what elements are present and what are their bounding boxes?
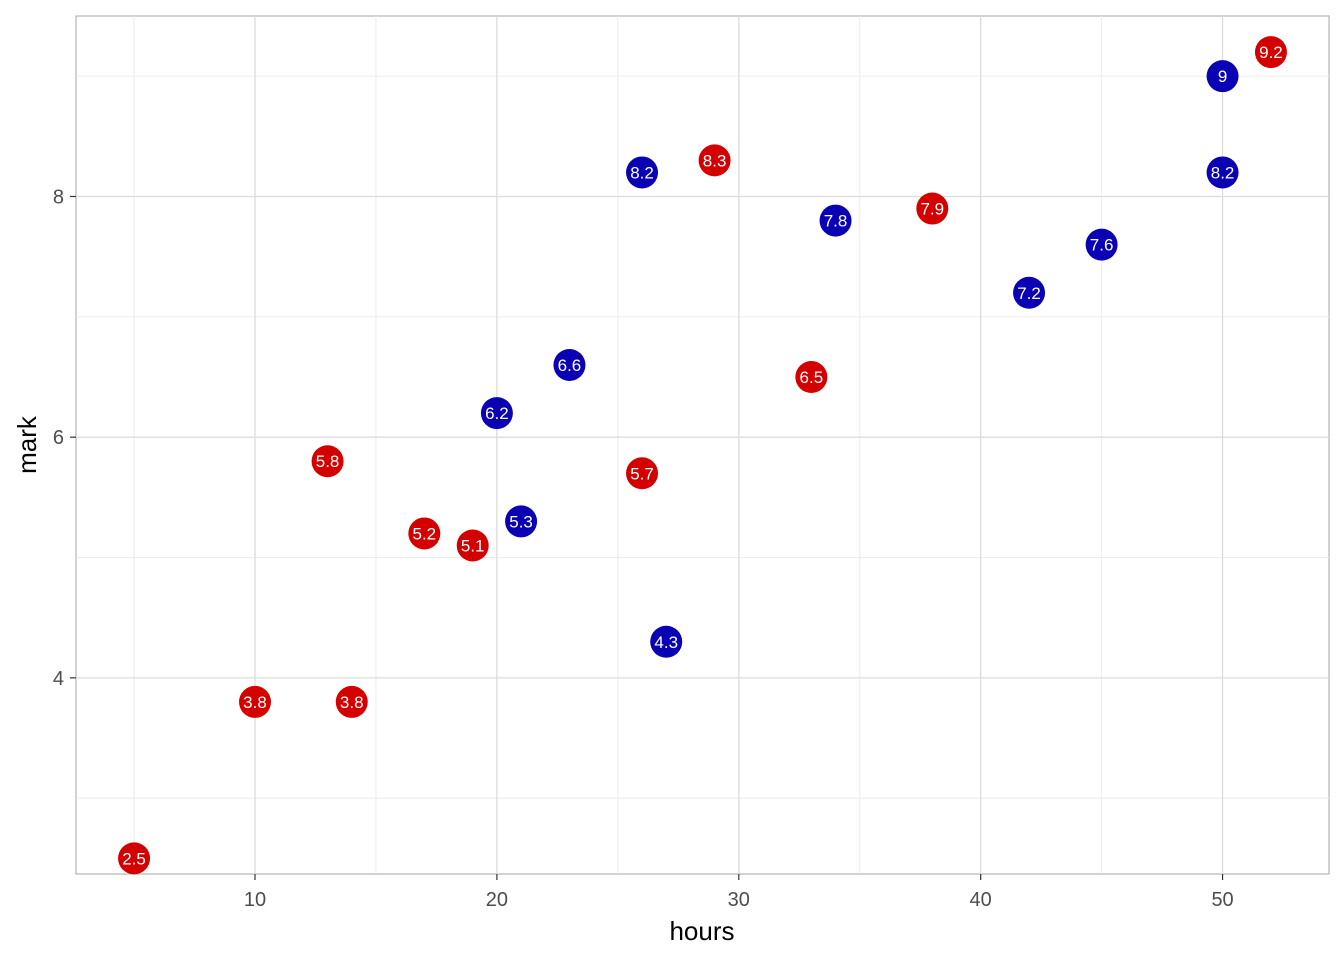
- data-point-blue: [505, 505, 538, 538]
- data-point-label: 7.2: [1017, 284, 1041, 303]
- data-point-label: 7.6: [1090, 236, 1114, 255]
- data-point-blue: [480, 397, 513, 430]
- data-point-red: [1254, 36, 1287, 69]
- y-tick-label: 4: [53, 668, 64, 690]
- plot-panel: [75, 15, 1330, 875]
- x-axis-ticks: 10 20 30 40 50: [244, 874, 1234, 911]
- y-axis-ticks: 4 6 8: [53, 187, 76, 690]
- x-tick-label: 50: [1211, 889, 1233, 911]
- data-point-label: 7.9: [920, 200, 944, 219]
- y-tick-label: 6: [53, 427, 64, 449]
- data-point-label: 5.3: [509, 512, 533, 531]
- major-gridlines: [76, 16, 1329, 874]
- data-point-red: [916, 192, 949, 225]
- data-point-blue: [626, 156, 659, 189]
- data-point-label: 6.5: [800, 368, 824, 387]
- data-point-label: 9.2: [1259, 43, 1283, 62]
- data-points: 2.5 3.8 3.8 5.8 5.2 5.1 5.7 8.3 6.5 7.9 9.2 6.2 5.3 6…: [118, 36, 1287, 875]
- data-point-label: 9: [1218, 67, 1227, 86]
- data-point-label: 3.8: [243, 693, 267, 712]
- data-point-label: 3.8: [340, 693, 364, 712]
- data-point-label: 5.1: [461, 536, 485, 555]
- data-point-label: 8.3: [703, 151, 727, 170]
- data-point-label: 5.7: [630, 464, 654, 483]
- data-point-red: [118, 842, 151, 875]
- data-point-label: 4.3: [654, 633, 678, 652]
- data-point-blue: [819, 204, 852, 237]
- x-tick-label: 20: [486, 889, 508, 911]
- data-point-blue: [1013, 276, 1046, 309]
- data-point-red: [698, 144, 731, 177]
- data-point-label: 8.2: [630, 163, 654, 182]
- data-point-label: 6.2: [485, 404, 509, 423]
- y-axis-title: mark: [12, 415, 42, 474]
- x-tick-label: 40: [970, 889, 992, 911]
- data-point-label: 5.2: [413, 524, 437, 543]
- minor-gridlines: [76, 16, 1329, 874]
- data-point-red: [408, 517, 441, 550]
- data-point-blue: [650, 625, 683, 658]
- x-tick-label: 10: [244, 889, 266, 911]
- x-axis-title: hours: [669, 916, 734, 946]
- data-point-label: 2.5: [122, 849, 146, 868]
- data-point-blue: [1206, 60, 1239, 93]
- data-point-red: [239, 685, 271, 718]
- data-point-label: 8.2: [1211, 163, 1235, 182]
- data-point-red: [335, 685, 368, 718]
- data-point-blue: [553, 348, 586, 381]
- x-tick-label: 30: [728, 889, 750, 911]
- y-tick-label: 8: [53, 187, 64, 209]
- data-point-red: [456, 529, 489, 562]
- data-point-label: 7.8: [824, 212, 848, 231]
- data-point-blue: [1085, 228, 1118, 261]
- data-point-red: [626, 457, 659, 490]
- data-point-red: [311, 445, 344, 478]
- data-point-blue: [1206, 156, 1239, 189]
- data-point-label: 6.6: [558, 356, 582, 375]
- data-point-label: 5.8: [316, 452, 340, 471]
- data-point-red: [795, 361, 828, 394]
